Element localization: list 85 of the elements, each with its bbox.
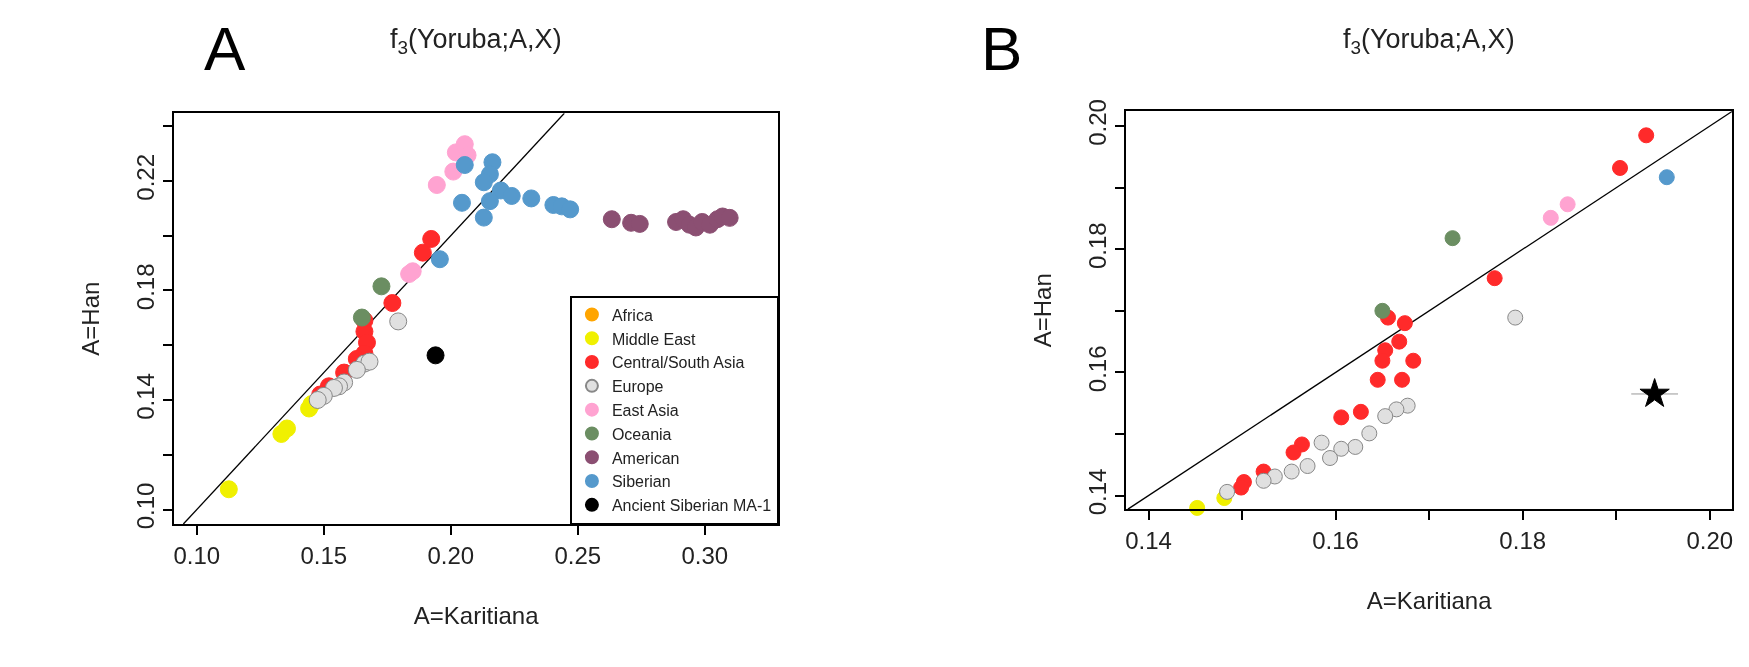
y-tick-label: 0.22 [131, 153, 159, 201]
point [1388, 401, 1405, 418]
point [474, 173, 493, 192]
point [372, 277, 391, 296]
point [1396, 315, 1413, 332]
x-tick-label: 0.16 [1312, 526, 1359, 554]
point [277, 419, 296, 438]
point [1313, 434, 1330, 451]
point [1638, 127, 1655, 144]
point [1486, 270, 1503, 287]
y-tick-label: 0.14 [1083, 468, 1111, 516]
point [1394, 371, 1411, 388]
y-tick-label: 0.18 [1083, 222, 1111, 270]
legend-label: Siberian [611, 473, 671, 491]
y-axis-title: A=Han [77, 281, 105, 356]
chart-title: f$_{3}$(Yoruba;A,X) [1343, 24, 1515, 58]
y-tick-label: 0.18 [131, 263, 159, 311]
chart-title: f$_{3}$(Yoruba;A,X) [390, 24, 562, 58]
point [422, 229, 441, 248]
point [474, 208, 493, 227]
legend-label: Middle East [611, 330, 697, 348]
point [1391, 333, 1408, 350]
point [561, 200, 580, 219]
x-tick-label: 0.15 [300, 541, 348, 569]
point [452, 193, 471, 212]
x-axis-title: A=Karitiana [1366, 587, 1493, 615]
legend-label: Europe [611, 378, 664, 396]
point [219, 480, 238, 499]
point [1333, 440, 1350, 457]
point [1507, 309, 1524, 326]
legend-label: American [611, 449, 680, 467]
point [1352, 403, 1369, 420]
point [426, 346, 445, 365]
x-tick-label: 0.30 [681, 541, 729, 569]
point [1361, 425, 1378, 442]
x-tick-label: 0.10 [173, 541, 221, 569]
point [1285, 444, 1302, 461]
legend-label: Oceania [611, 425, 672, 443]
point [389, 312, 408, 331]
point [1283, 463, 1300, 480]
legend-label: Ancient Siberian MA-1 [611, 497, 772, 515]
point [430, 250, 449, 269]
point [1612, 159, 1629, 176]
x-tick-label: 0.20 [427, 541, 475, 569]
y-tick-label: 0.20 [1083, 99, 1111, 146]
point [360, 352, 379, 371]
point [1333, 409, 1350, 426]
point [427, 176, 446, 194]
point [522, 189, 541, 208]
point [1347, 438, 1364, 455]
text: A [204, 14, 246, 83]
point [1219, 483, 1236, 500]
point [480, 192, 499, 211]
point [1299, 458, 1316, 475]
point [308, 390, 327, 409]
point [1374, 352, 1391, 369]
x-tick-label: 0.18 [1499, 526, 1547, 554]
text: B [981, 14, 1023, 83]
x-tick-label: 0.20 [1686, 526, 1734, 554]
x-tick-label: 0.25 [554, 541, 602, 569]
point [1322, 450, 1339, 467]
point [1374, 302, 1391, 319]
y-tick-label: 0.16 [1083, 345, 1111, 393]
point [455, 156, 474, 174]
point [1559, 196, 1576, 213]
point [502, 186, 521, 205]
y-axis-title: A=Han [1029, 273, 1057, 348]
legend-label: Africa [611, 306, 653, 324]
x-tick-label: 0.14 [1125, 526, 1172, 554]
point [1444, 230, 1461, 247]
point [1377, 408, 1394, 425]
point [602, 210, 621, 229]
point [383, 294, 402, 313]
point [1639, 378, 1670, 407]
point [1255, 472, 1272, 489]
point [1658, 169, 1675, 186]
point [347, 360, 366, 379]
legend-label: East Asia [611, 401, 679, 419]
point [1405, 352, 1422, 369]
x-axis-title: A=Karitiana [413, 602, 540, 630]
legend-label: Central/South Asia [611, 354, 745, 372]
y-tick-label: 0.14 [131, 373, 159, 420]
point [1542, 209, 1559, 226]
point [413, 243, 432, 262]
point [1369, 371, 1386, 388]
